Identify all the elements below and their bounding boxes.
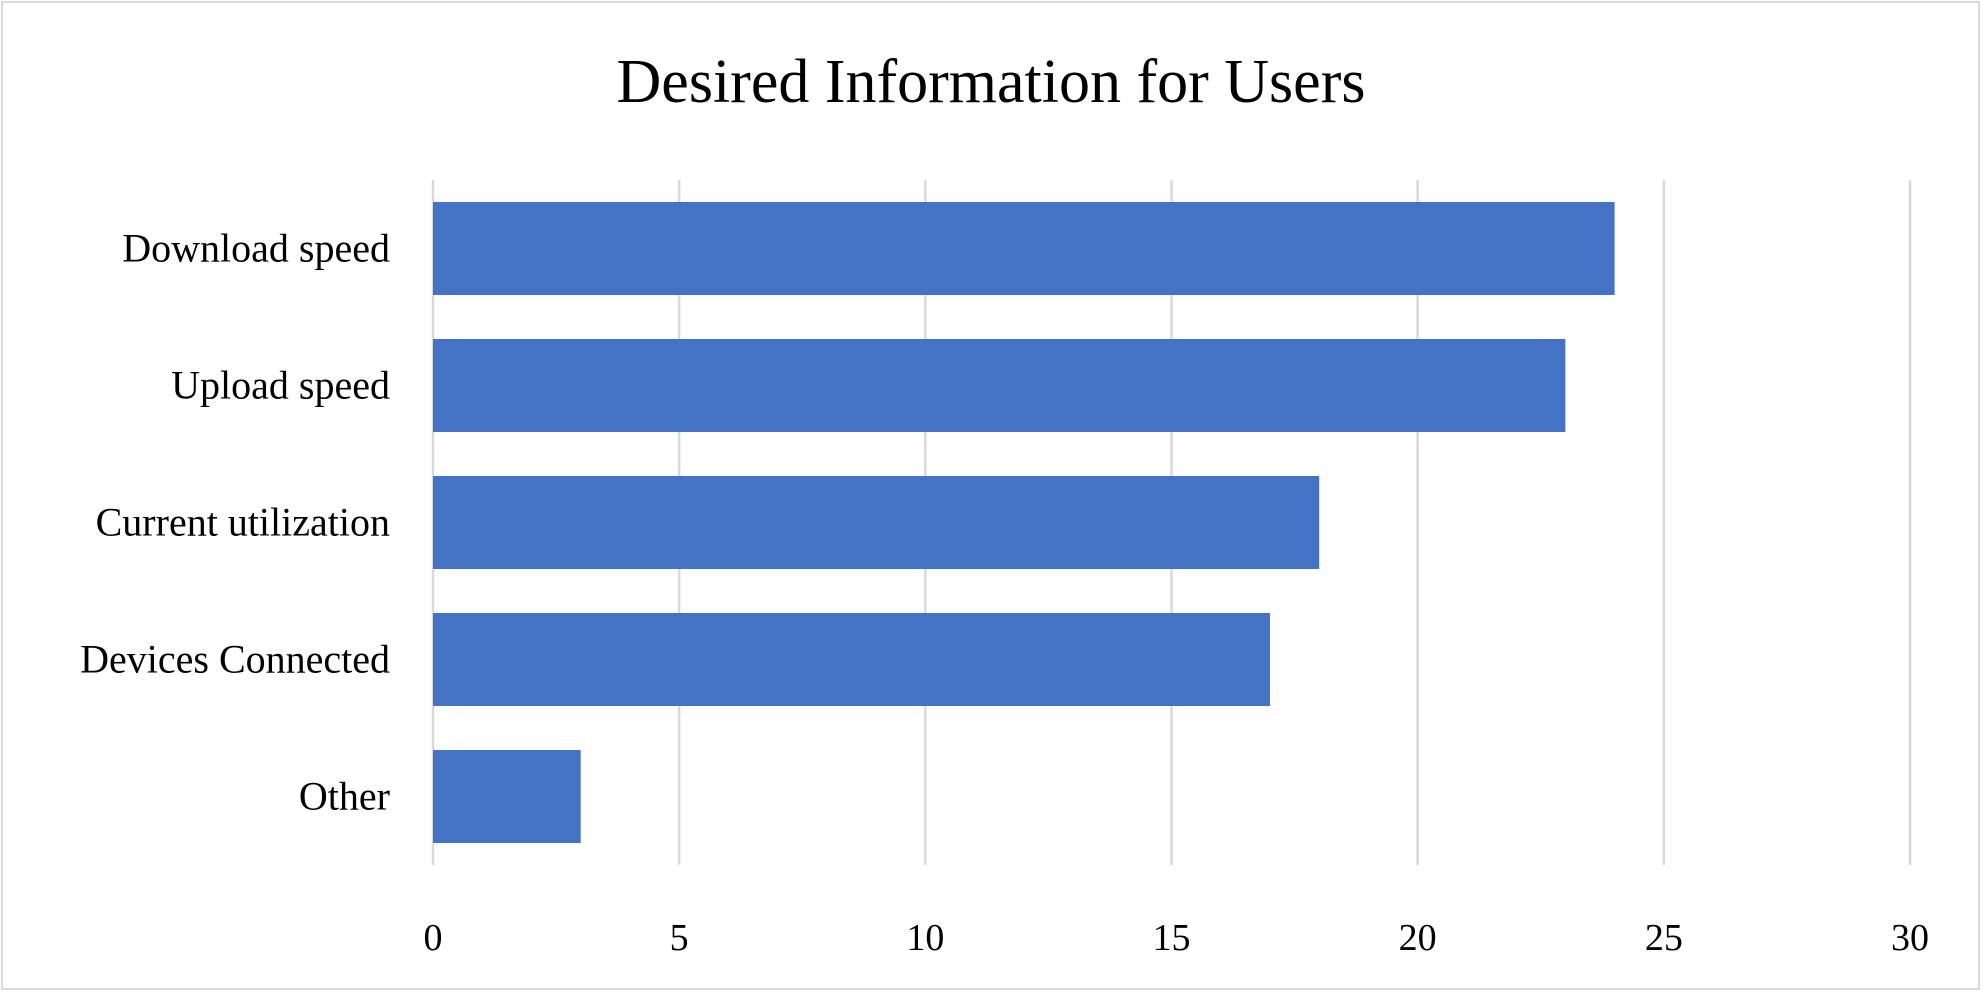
x-tick-label: 10: [906, 917, 944, 959]
bar-other: [433, 750, 581, 843]
x-tick-label: 25: [1645, 917, 1683, 959]
bar-download-speed: [433, 202, 1615, 295]
x-tick-label: 20: [1399, 917, 1437, 959]
category-label: Current utilization: [96, 500, 390, 545]
bar-upload-speed: [433, 339, 1566, 432]
x-tick-label: 0: [424, 917, 443, 959]
x-tick-label: 15: [1153, 917, 1191, 959]
x-tick-label: 30: [1891, 917, 1929, 959]
category-label: Upload speed: [171, 363, 390, 408]
bars: [433, 202, 1615, 843]
chart-title: Desired Information for Users: [617, 48, 1366, 116]
bar-devices-connected: [433, 613, 1270, 706]
category-label: Download speed: [122, 226, 390, 271]
category-labels: Download speed Upload speed Current utiliz…: [80, 226, 390, 819]
category-label: Other: [299, 774, 390, 819]
x-tick-label: 5: [670, 917, 689, 959]
bar-current-utilization: [433, 476, 1320, 569]
x-axis-tick-labels: 0 5 10 15 20 25 30: [424, 917, 1930, 959]
category-label: Devices Connected: [80, 637, 390, 682]
